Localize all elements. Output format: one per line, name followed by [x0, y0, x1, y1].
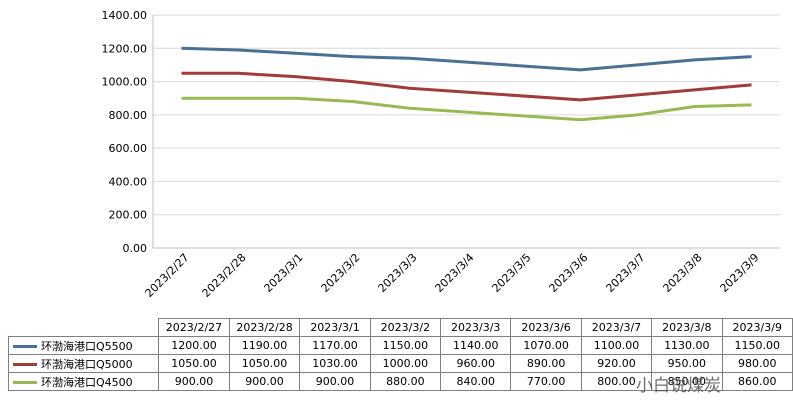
x-tick-label: 2023/3/8	[660, 251, 704, 295]
x-tick-label: 2023/3/6	[546, 251, 590, 295]
x-tick-label: 2023/3/5	[489, 251, 533, 295]
table-cell: 1190.00	[228, 336, 301, 355]
table-cell: 1000.00	[369, 354, 442, 373]
table-cell: 1150.00	[721, 336, 793, 355]
table-cell: 1130.00	[651, 336, 723, 355]
table-cell: 980.00	[721, 354, 793, 373]
x-tick-label: 2023/3/4	[432, 251, 476, 295]
series-name-cell: 环渤海港口Q5500	[7, 336, 160, 355]
y-tick-label: 800.00	[109, 109, 148, 122]
table-cell: 1050.00	[158, 354, 230, 373]
x-tick-label: 2023/3/3	[375, 251, 419, 295]
x-tick-label: 2023/3/9	[717, 251, 761, 295]
table-cell: 770.00	[510, 372, 582, 391]
data-table: 2023/2/27 2023/2/28 2023/3/1 2023/3/2 2023/3…	[7, 318, 793, 391]
y-tick-label: 0.00	[123, 242, 148, 255]
table-header-cell: 2023/3/2	[369, 318, 442, 337]
y-tick-label: 1000.00	[102, 76, 148, 89]
x-tick-label: 2023/2/27	[143, 251, 192, 300]
table-cell: 860.00	[721, 372, 793, 391]
table-header-cell: 2023/3/3	[440, 318, 512, 337]
table-cell: 900.00	[299, 372, 371, 391]
series-line-2	[181, 71, 752, 102]
table-header-cell: 2023/3/1	[299, 318, 371, 337]
table-cell: 900.00	[228, 372, 301, 391]
legend-swatch	[13, 363, 37, 366]
table-row: 环渤海港口Q5000 1050.00 1050.00 1030.00 1000.00 96…	[7, 354, 793, 373]
watermark-text: 小白说煤炭	[636, 376, 721, 396]
table-cell: 890.00	[510, 354, 582, 373]
table-cell: 840.00	[440, 372, 512, 391]
table-header-cell: 2023/2/28	[228, 318, 301, 337]
table-corner	[8, 318, 160, 337]
series-name-cell: 环渤海港口Q4500	[7, 372, 160, 391]
table-header-cell: 2023/3/7	[580, 318, 653, 337]
table-cell: 850.00	[651, 372, 723, 391]
series-name-cell: 环渤海港口Q5000	[7, 354, 160, 373]
legend-swatch	[13, 381, 37, 384]
table-cell: 1150.00	[369, 336, 442, 355]
x-tick-label: 2023/2/28	[200, 251, 249, 300]
table-header-cell: 2023/3/6	[510, 318, 582, 337]
series-name: 环渤海港口Q5500	[41, 339, 133, 353]
table-header-cell: 2023/3/8	[651, 318, 723, 337]
series-name: 环渤海港口Q5000	[41, 357, 133, 371]
legend-swatch	[13, 345, 37, 348]
y-tick-label: 400.00	[109, 175, 148, 188]
table-cell: 1050.00	[228, 354, 301, 373]
table-row: 环渤海港口Q5500 1200.00 1190.00 1170.00 1150.00 11…	[7, 336, 793, 355]
table-cell: 900.00	[158, 372, 230, 391]
series-lines	[181, 46, 752, 122]
line-chart: 0.00 200.00 400.00 600.00 800.00 1000.00 1200.…	[102, 9, 780, 300]
table-cell: 1170.00	[299, 336, 371, 355]
x-tick-label: 2023/3/1	[261, 251, 305, 295]
table-cell: 1070.00	[510, 336, 582, 355]
table-cell: 800.00	[580, 372, 653, 391]
y-tick-label: 200.00	[109, 209, 148, 222]
series-line-1	[181, 46, 752, 72]
series-line-3	[181, 96, 752, 122]
table-cell: 950.00	[651, 354, 723, 373]
table-cell: 1200.00	[158, 336, 230, 355]
y-tick-label: 1200.00	[102, 42, 148, 55]
y-tick-label: 1400.00	[102, 9, 148, 22]
table-cell: 960.00	[440, 354, 512, 373]
table-row: 环渤海港口Q4500 900.00 900.00 900.00 880.00 840.00…	[7, 372, 793, 391]
x-tick-label: 2023/3/7	[603, 251, 647, 295]
table-header-cell: 2023/3/9	[721, 318, 793, 337]
series-name: 环渤海港口Q4500	[41, 375, 133, 389]
table-header-cell: 2023/2/27	[158, 318, 230, 337]
table-cell: 1100.00	[580, 336, 653, 355]
gridlines	[152, 14, 780, 249]
x-axis-ticks: 2023/2/27 2023/2/28 2023/3/1 2023/3/2 2023/3…	[143, 251, 762, 300]
table-cell: 880.00	[369, 372, 442, 391]
x-tick-label: 2023/3/2	[318, 251, 362, 295]
y-axis-ticks: 0.00 200.00 400.00 600.00 800.00 1000.00 1200.…	[102, 9, 148, 255]
y-tick-label: 600.00	[109, 142, 148, 155]
table-cell: 920.00	[580, 354, 653, 373]
table-cell: 1030.00	[299, 354, 371, 373]
table-cell: 1140.00	[440, 336, 512, 355]
